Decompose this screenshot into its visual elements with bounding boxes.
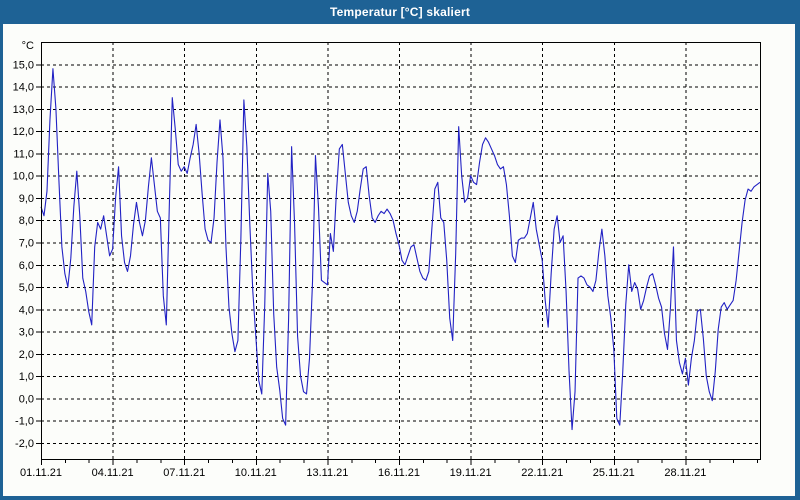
y-tick-label: 6,0 (19, 260, 34, 272)
y-tick-label: 9,0 (19, 193, 34, 205)
temperature-chart: °C 15,0 14,0 13,0 12,0 11,0 10,0 9,0 8,0 7,0 6,0 5,… (13, 40, 761, 479)
y-tick-label: -2,0 (15, 438, 34, 450)
y-tick-label: 0,0 (19, 393, 34, 405)
x-tick-label: 04.11.21 (92, 467, 134, 479)
y-tick-label: 2,0 (19, 349, 34, 361)
axis-ticks (36, 64, 759, 465)
page-title: Temperatur [°C] skaliert (329, 5, 471, 19)
axis-labels: °C 15,0 14,0 13,0 12,0 11,0 10,0 9,0 8,0 7,0 6,0 5,… (13, 40, 707, 479)
x-tick-label: 13.11.21 (306, 467, 348, 479)
plot-frame (41, 42, 761, 460)
y-tick-label: 1,0 (19, 371, 34, 383)
y-tick-label: 8,0 (19, 215, 34, 227)
title-bar: Temperatur [°C] skaliert (0, 0, 800, 24)
y-tick-label: 11,0 (13, 148, 34, 160)
y-tick-label: 10,0 (13, 171, 34, 183)
y-tick-label: 12,0 (13, 126, 34, 138)
y-tick-label: 13,0 (13, 104, 34, 116)
x-tick-label: 22.11.21 (521, 467, 563, 479)
y-tick-label: 15,0 (13, 59, 34, 71)
y-tick-label: 5,0 (19, 282, 34, 294)
x-tick-label: 19.11.21 (450, 467, 492, 479)
y-tick-label: 14,0 (13, 82, 34, 94)
y-tick-label: -1,0 (15, 416, 34, 428)
y-tick-label: 4,0 (19, 304, 34, 316)
x-tick-label: 28.11.21 (664, 467, 706, 479)
y-tick-label: 7,0 (19, 237, 34, 249)
x-tick-label: 07.11.21 (163, 467, 205, 479)
x-tick-label: 10.11.21 (235, 467, 277, 479)
y-tick-label: 3,0 (19, 327, 34, 339)
temperature-series-line (40, 68, 761, 431)
x-tick-label: 16.11.21 (378, 467, 420, 479)
chart-content: °C 15,0 14,0 13,0 12,0 11,0 10,0 9,0 8,0 7,0 6,0 5,… (3, 24, 795, 496)
y-axis-unit-label: °C (22, 40, 34, 52)
x-tick-label: 25.11.21 (593, 467, 635, 479)
x-tick-label: 01.11.21 (20, 467, 62, 479)
